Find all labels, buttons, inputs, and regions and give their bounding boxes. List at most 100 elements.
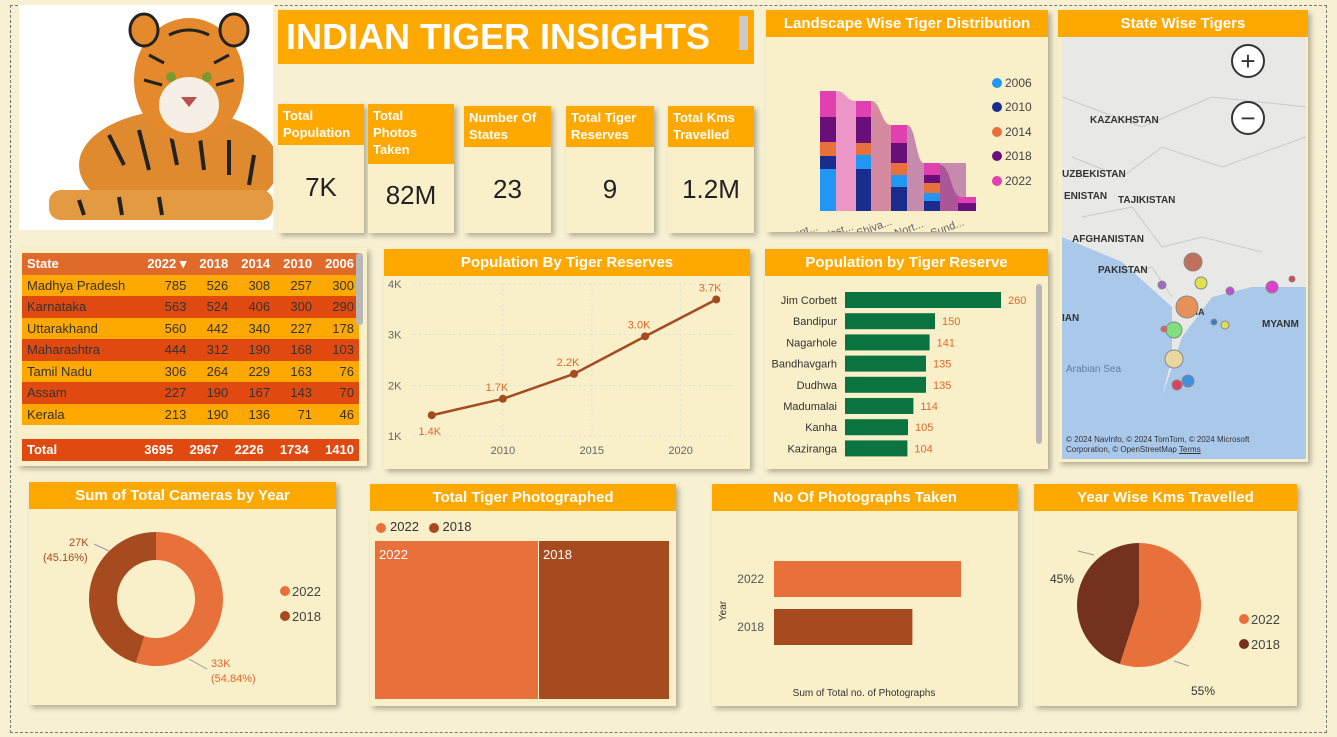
cell-value: 70: [339, 385, 354, 401]
kpi-label: Number Of States: [464, 106, 551, 147]
table-row[interactable]: Karnataka 563 524 406 300 290: [22, 296, 359, 318]
y-axis-title: Year: [718, 600, 729, 621]
legend-label: 2022: [292, 584, 321, 599]
bar: [845, 440, 908, 457]
col-header-state[interactable]: State: [27, 256, 59, 272]
zoom-out-button[interactable]: −: [1231, 101, 1265, 135]
col-header-2018[interactable]: 2018: [199, 256, 229, 272]
map-bubble[interactable]: [1165, 321, 1183, 339]
table-row[interactable]: Tamil Nadu 306 264 229 163 76: [22, 360, 359, 382]
bar: [845, 398, 914, 414]
cell-value: 312: [206, 342, 229, 358]
line-chart[interactable]: Population By Tiger Reserves 1K 2K 3K 4K 201…: [384, 249, 750, 469]
treemap-tile-2022[interactable]: 2022: [375, 541, 538, 699]
cell-state: Karnataka: [27, 299, 87, 315]
legend-label: 2018: [292, 609, 321, 624]
cell-value: 178: [332, 320, 354, 336]
bar: [774, 561, 961, 597]
cell-value: 560: [164, 320, 187, 336]
state-table-wrap[interactable]: State 2022 ▾ 2018 2014 2010 2006 Madhya …: [22, 253, 359, 461]
map-bubble[interactable]: [1160, 325, 1168, 333]
table-row[interactable]: Uttarakhand 560 442 340 227 178: [22, 317, 359, 339]
cell-value: 290: [332, 299, 354, 315]
data-label: 3.0K: [628, 319, 651, 331]
cell-value: 257: [290, 277, 313, 293]
data-label: 135: [933, 380, 951, 392]
landscape-xlabel: West...: [819, 221, 855, 232]
map-bubble[interactable]: [1265, 280, 1279, 294]
line-plot: 1K 2K 3K 4K 2010 2015 2020 1.4K 1.7K 2.2K 3.0K 3.7K: [388, 279, 734, 457]
col-header-2022[interactable]: 2022 ▾: [147, 255, 187, 271]
legend-label: 2014: [1005, 125, 1032, 139]
map-area[interactable]: KAZAKHSTAN UZBEKISTAN ENISTAN TAJIKISTAN…: [1062, 37, 1306, 459]
state-map[interactable]: State Wise Tigers KAZAKHSTAN UZBEKISTAN …: [1058, 10, 1308, 462]
treemap-tile-2018[interactable]: 2018: [539, 541, 669, 699]
col-header-2010[interactable]: 2010: [283, 256, 313, 272]
reserve-scrollbar[interactable]: [1036, 284, 1042, 444]
x-tick-label: 2015: [580, 445, 604, 457]
map-bubble[interactable]: [1157, 280, 1167, 290]
map-bubble[interactable]: [1288, 275, 1296, 283]
col-header-2006[interactable]: 2006: [325, 256, 354, 272]
donut-slice: [135, 532, 223, 666]
map-label-pakistan: PAKISTAN: [1098, 265, 1148, 276]
cell-value: 76: [339, 363, 354, 379]
category-label: Jim Corbett: [781, 295, 837, 307]
map-attribution: © 2024 NavInfo, © 2024 TomTom, © 2024 Mi…: [1066, 435, 1266, 455]
map-bubble[interactable]: [1220, 320, 1230, 330]
map-bubble[interactable]: [1183, 252, 1203, 272]
category-label: Kanha: [805, 422, 838, 434]
map-bubble[interactable]: [1175, 295, 1199, 319]
legend-swatch: [1239, 639, 1249, 649]
cell-value: 406: [248, 299, 271, 315]
table-row[interactable]: Madhya Pradesh 785 526 308 257 300: [22, 274, 359, 296]
cell-value: 444: [164, 342, 187, 358]
landscape-legend: 2006 2010 2014 2018 2022: [992, 76, 1032, 188]
cell-value: 340: [248, 320, 271, 336]
col-header-2014[interactable]: 2014: [241, 256, 271, 272]
map-label-uzbekistan: UZBEKISTAN: [1062, 169, 1126, 180]
cell-value: 229: [248, 363, 271, 379]
legend-swatch-2018: [992, 151, 1002, 161]
cell-value: 71: [297, 406, 313, 422]
legend-swatch-2014: [992, 127, 1002, 137]
table-scrollbar[interactable]: [356, 253, 363, 325]
cameras-donut-chart[interactable]: Sum of Total Cameras by Year 33K (54.84%)…: [29, 482, 336, 705]
x-axis-title: Sum of Total no. of Photographs: [793, 688, 936, 699]
table-row[interactable]: Kerala 213 190 136 71 46: [22, 403, 359, 425]
kms-pie-chart[interactable]: Year Wise Kms Travelled 55% 45% 2022 2018: [1034, 484, 1297, 706]
terms-link[interactable]: Terms: [1178, 445, 1201, 454]
category-label: Kaziranga: [787, 443, 837, 455]
map-label-iran: IAN: [1062, 313, 1079, 324]
map-bubble[interactable]: [1164, 349, 1184, 369]
photos-bar-chart[interactable]: No Of Photographs Taken 2022 2018 Year Sum …: [712, 484, 1018, 706]
legend-label: 2018: [1005, 149, 1032, 163]
map-bubble[interactable]: [1225, 286, 1235, 296]
title-banner: INDIAN TIGER INSIGHTS: [278, 10, 754, 64]
zoom-in-button[interactable]: +: [1231, 44, 1265, 78]
x-tick-label: 2010: [491, 445, 515, 457]
tiger-image: [19, 5, 273, 230]
chart-title: Population by Tiger Reserve: [765, 249, 1048, 276]
cell-value: 524: [206, 299, 229, 315]
map-bubble[interactable]: [1171, 379, 1183, 391]
landscape-xlabel: Sund...: [929, 217, 966, 232]
map-bubble[interactable]: [1181, 374, 1195, 388]
cell-value: 136: [248, 406, 271, 422]
category-label: Dudhwa: [797, 380, 838, 392]
table-row[interactable]: Assam 227 190 167 143 70: [22, 382, 359, 404]
map-bubble[interactable]: [1194, 276, 1208, 290]
landscape-chart[interactable]: Landscape Wise Tiger Distribution Cent..…: [766, 10, 1048, 244]
table-row[interactable]: Maharashtra 444 312 190 168 103: [22, 339, 359, 361]
cell-value: 190: [206, 385, 229, 401]
cell-state: Tamil Nadu: [27, 363, 93, 379]
map-label-arabian-sea: Arabian Sea: [1066, 364, 1121, 375]
map-label-myanmar: MYANM: [1262, 319, 1299, 330]
tiger-photographed-treemap[interactable]: Total Tiger Photographed 2022 2018 2022 …: [370, 484, 676, 706]
map-bubble[interactable]: [1210, 318, 1218, 326]
reserve-bar-chart[interactable]: Population by Tiger Reserve Jim Corbett 2…: [765, 249, 1048, 469]
leader-line: [1173, 660, 1190, 667]
total-value: 2226: [234, 442, 264, 458]
kpi-value: 9: [602, 174, 618, 204]
data-point: [427, 411, 436, 420]
